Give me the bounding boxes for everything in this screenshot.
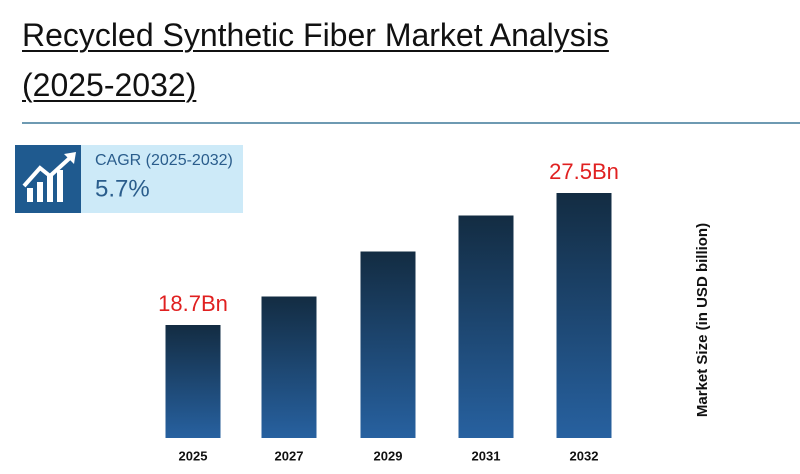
x-tick-label: 2027 (275, 448, 304, 463)
x-tick-label: 2029 (374, 448, 403, 463)
bar (458, 215, 514, 438)
x-tick-label: 2032 (570, 448, 599, 463)
x-tick-label: 2031 (472, 448, 501, 463)
bar (261, 296, 317, 438)
value-label: 27.5Bn (549, 159, 619, 184)
icon-arrow (22, 154, 74, 188)
bar (165, 325, 221, 438)
chart-title: Recycled Synthetic Fiber Market Analysis… (22, 17, 609, 103)
cagr-value: 5.7% (95, 175, 150, 202)
icon-bars (27, 170, 63, 202)
icon-arrowhead (64, 152, 76, 164)
x-tick-label: 2025 (179, 448, 208, 463)
bar (556, 193, 612, 438)
y-axis-label: Market Size (in USD billion) (694, 223, 711, 417)
value-label: 18.7Bn (158, 291, 228, 316)
cagr-label: CAGR (2025-2032) (95, 152, 233, 169)
bar (360, 251, 416, 438)
